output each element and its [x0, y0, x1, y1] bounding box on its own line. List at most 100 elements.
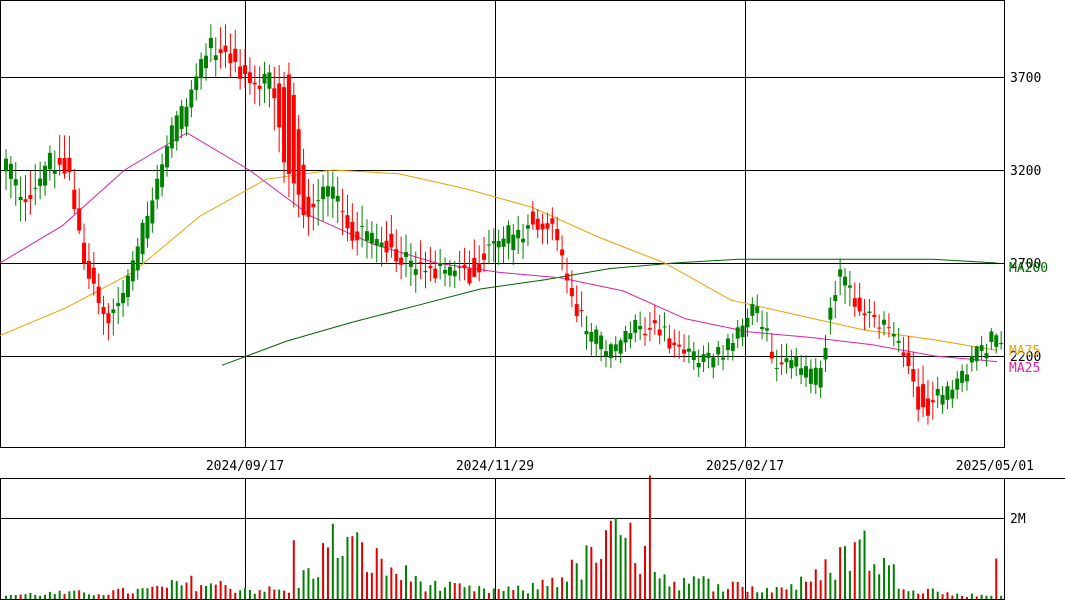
ma25-line-path: [0, 132, 998, 363]
volume-bar: [619, 535, 622, 599]
candle-body: [867, 311, 872, 313]
candle-body: [969, 356, 974, 363]
volume-bar: [297, 588, 300, 599]
volume-bar: [214, 584, 217, 599]
candle-body: [735, 327, 740, 339]
date-tick-label: 2025/05/01: [956, 459, 1034, 474]
volume-bar: [92, 595, 95, 599]
volume-bar: [687, 583, 690, 599]
candle-body: [628, 333, 633, 340]
volume-bar: [707, 578, 710, 599]
volume-bar: [897, 588, 900, 599]
volume-bar: [229, 588, 232, 599]
volume-bar: [892, 564, 895, 599]
candle-body: [452, 270, 457, 277]
volume-bar: [287, 592, 290, 599]
volume-bar: [887, 565, 890, 599]
volume-bar: [5, 595, 7, 599]
candle-body: [8, 163, 13, 179]
volume-bar: [29, 593, 32, 599]
volume-bar: [283, 590, 286, 599]
volume-bar: [800, 576, 803, 599]
candle-body: [164, 146, 169, 168]
volume-bar: [551, 577, 554, 599]
volume-bar: [736, 581, 739, 599]
candle-body: [33, 187, 38, 189]
volume-axis-ticks: 2M: [1010, 512, 1026, 527]
volume-bar: [761, 592, 764, 599]
volume-bar: [48, 591, 51, 599]
candle-body: [223, 45, 228, 52]
date-tick-label: 2024/11/29: [456, 459, 534, 474]
candle-body: [184, 106, 189, 127]
candle-body: [423, 270, 428, 273]
candle-body: [569, 288, 574, 297]
volume-bar: [331, 523, 334, 599]
candle-body: [506, 225, 511, 244]
candle-body: [696, 362, 701, 368]
candle-body: [818, 368, 823, 388]
volume-bar: [624, 537, 627, 599]
candle-body: [721, 357, 726, 360]
ma-label-ma25: MA25: [1009, 361, 1040, 376]
volume-bar: [317, 577, 320, 599]
candle-body: [613, 344, 618, 352]
candle-body: [135, 246, 140, 271]
ma-legend: MA200 MA75 MA25: [1009, 261, 1048, 376]
ma-label-ma75: MA75: [1009, 344, 1040, 359]
candle-body: [374, 238, 379, 246]
candle-body: [486, 244, 491, 246]
volume-bar: [356, 532, 359, 599]
candle-body: [477, 262, 482, 273]
candle-body: [828, 307, 833, 320]
volume-bar: [829, 572, 832, 599]
candle-body: [116, 303, 121, 307]
candle-body: [355, 231, 360, 241]
candle-body: [282, 87, 287, 163]
volume-bar: [853, 542, 856, 599]
volume-bar: [141, 588, 144, 599]
volume-bar: [478, 586, 481, 599]
candle-body: [545, 223, 550, 229]
volume-bar: [683, 577, 686, 599]
candle-body: [247, 72, 252, 83]
volume-bar: [648, 475, 651, 599]
candle-body: [999, 343, 1004, 345]
volume-bar: [565, 581, 568, 599]
volume-bar: [770, 592, 773, 599]
candle-body: [140, 222, 145, 255]
candle-body: [257, 85, 262, 89]
volume-bar: [678, 590, 681, 599]
volume-bar: [765, 588, 768, 599]
volume-bar: [614, 517, 617, 599]
volume-bar: [917, 593, 920, 599]
volume-bar: [673, 581, 676, 599]
volume-bar: [312, 578, 315, 599]
candle-body: [886, 327, 891, 329]
candle-body: [189, 89, 194, 108]
candle-body: [857, 297, 862, 312]
candle-body: [340, 211, 345, 213]
volume-bar: [483, 588, 486, 599]
candle-body: [335, 195, 340, 202]
candle-body: [740, 325, 745, 338]
ma200-line-path: [221, 258, 998, 366]
volume-bar: [756, 592, 759, 599]
candle-body: [472, 257, 477, 277]
candle-body: [38, 178, 43, 186]
date-tick-label: 2025/02/17: [706, 459, 784, 474]
candle-body: [325, 186, 330, 197]
candle-body: [872, 314, 877, 317]
volume-bar: [526, 593, 529, 599]
candle-body: [847, 285, 852, 288]
volume-bar: [595, 562, 598, 599]
volume-bar: [956, 593, 959, 599]
volume-bar: [151, 586, 154, 599]
volume-bar: [609, 520, 612, 599]
candle-body: [330, 186, 335, 199]
candle-body: [262, 74, 267, 84]
volume-bar: [941, 594, 944, 599]
price-tick-label: 3700: [1010, 71, 1041, 86]
candle-body: [462, 264, 467, 269]
volume-bar: [78, 590, 81, 599]
